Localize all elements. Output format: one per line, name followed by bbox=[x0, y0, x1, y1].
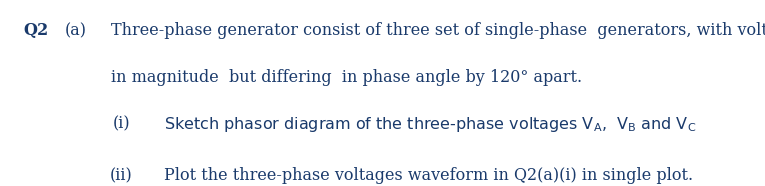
Text: (a): (a) bbox=[65, 22, 87, 39]
Text: Plot the three-phase voltages waveform in Q2(a)(i) in single plot.: Plot the three-phase voltages waveform i… bbox=[164, 167, 694, 184]
Text: (i): (i) bbox=[113, 115, 131, 132]
Text: Three-phase generator consist of three set of single-phase  generators, with vol: Three-phase generator consist of three s… bbox=[111, 22, 765, 39]
Text: in magnitude  but differing  in phase angle by 120° apart.: in magnitude but differing in phase angl… bbox=[111, 69, 582, 86]
Text: Q2: Q2 bbox=[23, 22, 48, 39]
Text: (ii): (ii) bbox=[109, 167, 132, 184]
Text: Sketch phasor diagram of the three-phase voltages $\mathrm{V_{A}}$,  $\mathrm{V_: Sketch phasor diagram of the three-phase… bbox=[164, 115, 697, 134]
